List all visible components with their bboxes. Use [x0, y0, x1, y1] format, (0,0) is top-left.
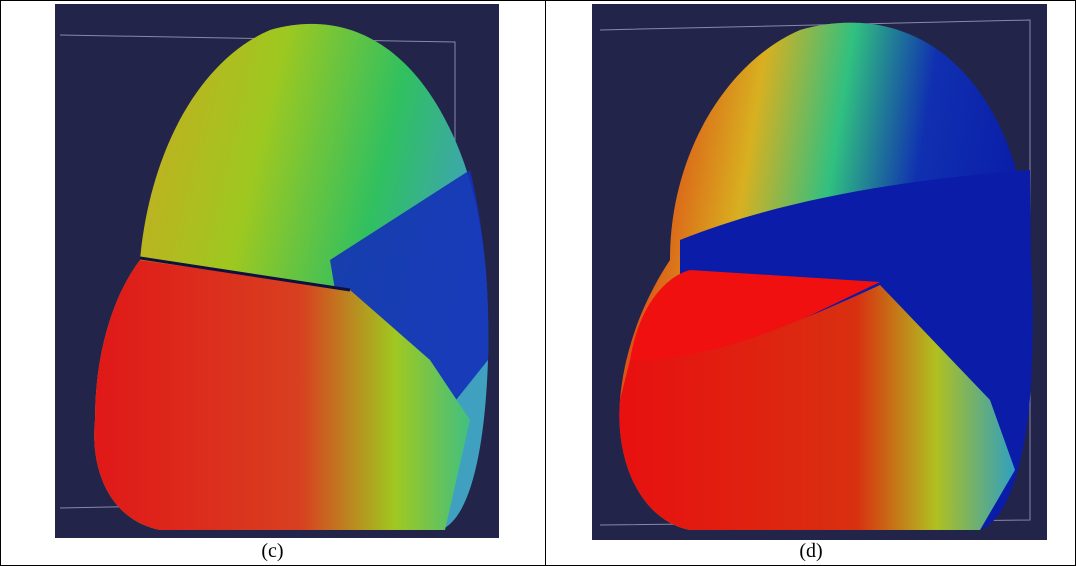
- render-d: [592, 4, 1047, 540]
- caption: (c): [261, 540, 284, 562]
- caption: (d): [799, 540, 823, 562]
- render-c: [55, 4, 499, 538]
